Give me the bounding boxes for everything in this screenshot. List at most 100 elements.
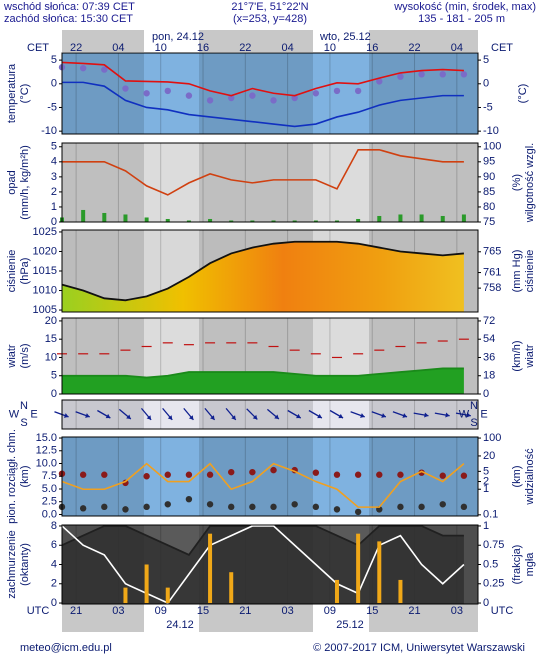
series-dot [354,471,362,478]
series-dot [206,471,214,478]
y2-axis-label: (frakcja) [511,545,523,585]
y-tick-label: 1020 [33,245,57,257]
grid-point: (x=253, y=428) [233,13,307,25]
series-dot [143,503,150,511]
y-tick-label: 12.5 [36,445,57,457]
night-shade [199,53,313,134]
series-dot [312,503,320,511]
series-dot [460,71,468,78]
series-dot [122,85,129,92]
compass-letter: S [20,417,27,429]
y2-tick-label: 80 [483,201,495,213]
y2-tick-label: 1 [483,483,489,495]
series-bar [356,218,361,222]
series-bar [165,218,170,222]
day-label: wto, 25.12 [319,31,371,43]
y2-tick-label: 0.5 [483,558,498,570]
arrow-head [188,415,194,420]
series-dot [101,471,108,478]
wind-arrow [246,408,258,420]
series-bar [398,214,403,222]
compass-letter: E [480,408,487,420]
series-bar [271,220,276,222]
wind-arrow [97,409,111,419]
y-axis-label: (°C) [19,84,31,104]
top-tick-label: 10 [324,42,336,54]
y2-axis-label: (km/h) [511,340,523,371]
y2-tick-label: 0 [483,388,489,400]
y-tick-label: 2 [51,186,57,198]
y-tick-label: 5 [51,370,57,382]
series-bar [229,220,234,222]
height-title: wysokość (min, środek, max) [393,1,536,13]
wind-arrow [118,408,132,420]
x-tick-label: 15 [366,605,378,617]
arrow-head [296,413,301,419]
y-tick-label: 2 [51,578,57,590]
night-shade [62,143,144,222]
y2-axis-label: (km) [511,466,523,488]
series-dot [397,471,404,478]
series-bar [208,533,213,604]
y-axis-label: (km) [19,466,31,488]
y2-tick-label: 0.25 [483,578,504,590]
series-dot [79,505,87,512]
y-tick-label: -5 [47,101,57,113]
series-bar [123,214,128,222]
series-dot [228,94,235,102]
y-tick-label: 1010 [33,284,57,296]
y2-tick-label: 0 [483,78,489,90]
series-bar [377,541,382,604]
y-tick-label: 4 [51,558,57,570]
compass-letter: N [470,400,478,412]
series-area-fill [62,241,464,312]
series-line [61,61,464,97]
y-tick-label: 5 [51,54,57,66]
y-tick-label: 0 [51,597,57,609]
y-tick-label: 1 [51,201,57,213]
y2-tick-label: 85 [483,186,495,198]
series-dot [185,92,193,99]
y2-tick-label: -5 [483,101,493,113]
y-axis-label: opad [6,170,18,194]
series-dot [270,97,277,104]
y2-tick-label: 765 [483,246,501,258]
arrow-head [252,414,258,420]
x-tick-label: 09 [324,605,336,617]
arrow-head [360,413,365,418]
series-bar [334,579,339,604]
series-dot [101,66,108,73]
day-label: pon, 24.12 [152,31,204,43]
series-bar [419,214,424,222]
y2-tick-label: 90 [483,171,495,183]
wind-arrow [308,409,323,419]
wind-arrow [329,409,344,419]
y2-tick-label: 36 [483,351,495,363]
series-dot [418,469,425,476]
top-tick-label: 10 [155,42,167,54]
arrow-head [424,412,429,418]
y-axis-label: pion. rozciągł. chm. [6,429,18,524]
y2-axis-label: (%) [511,174,523,191]
series-dot [291,501,298,508]
arrow-head [274,414,279,419]
x-tick-label: 21 [239,605,251,617]
y2-axis-label: ciśnienie [524,250,536,293]
series-dot [460,503,468,511]
wind-arrow [183,407,194,421]
series-dot [291,94,298,102]
series-dot [79,64,87,72]
plot-area [62,400,478,429]
plot-frame [61,317,479,395]
plot-frame [61,142,479,223]
arrow-head [105,413,111,419]
arrow-head [445,412,450,418]
y2-tick-label: -10 [483,125,499,137]
wind-arrow [350,411,365,418]
wind-arrow [392,411,408,418]
compass-letter: W [459,408,470,420]
compass-letter: E [30,408,37,420]
footer-email: meteo@icm.edu.pl [20,642,112,654]
y2-tick-label: 0 [483,597,489,609]
